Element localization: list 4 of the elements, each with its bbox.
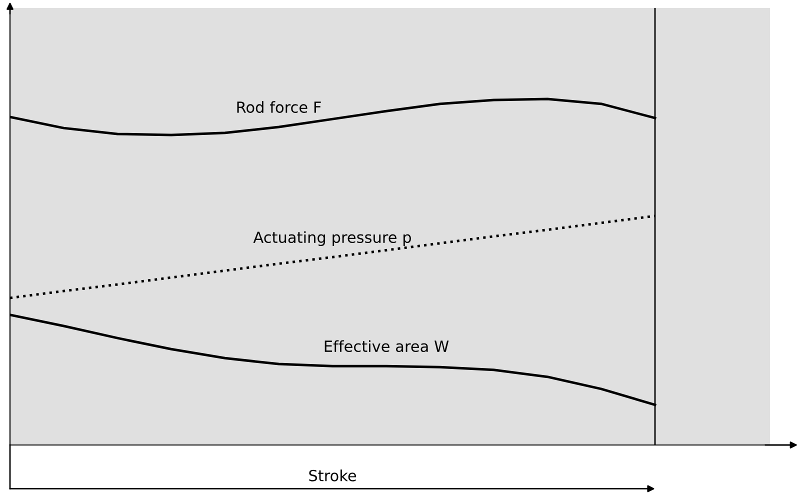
x-axis-title: Stroke <box>309 470 356 482</box>
series-label: Rod force F <box>237 101 321 113</box>
series-label: Actuating pressure p <box>253 231 411 246</box>
series-label: Effective area W <box>324 340 449 352</box>
